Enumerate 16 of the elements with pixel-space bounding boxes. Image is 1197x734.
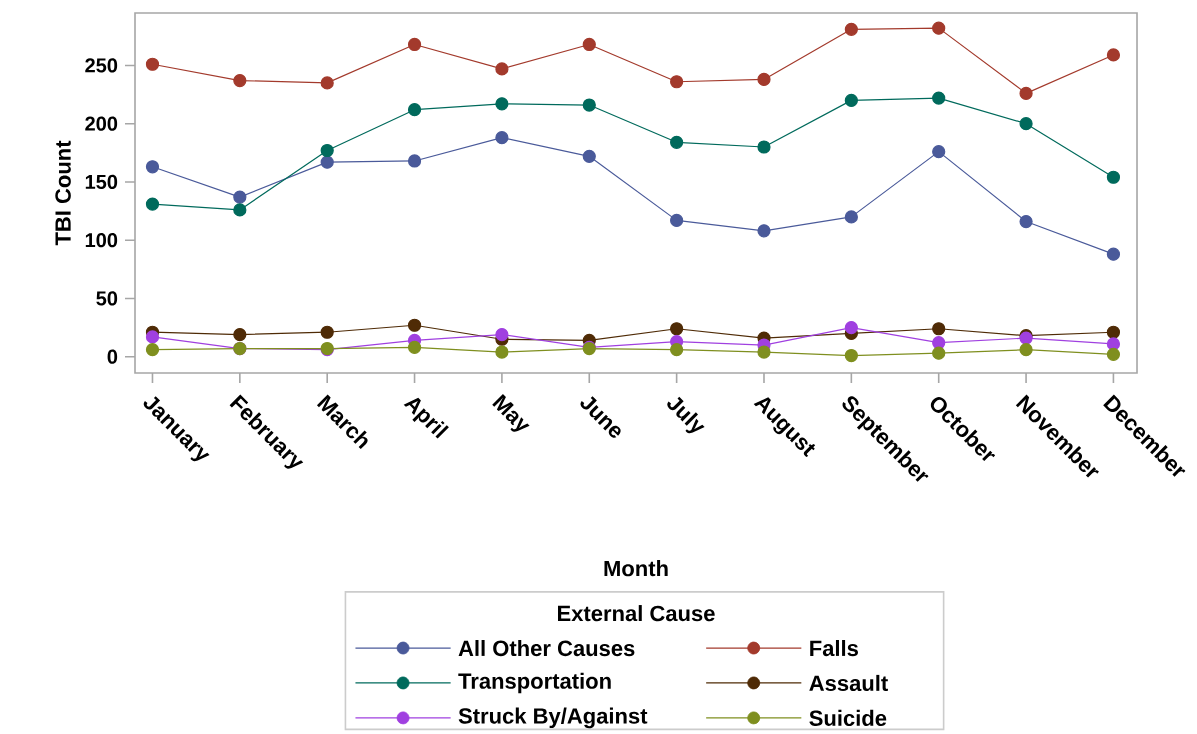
y-axis-title: TBI Count [55, 140, 71, 246]
legend-label: Transportation [458, 672, 611, 694]
x-tick-label: July [667, 396, 705, 434]
y-tick-label: 200 [85, 116, 118, 131]
legend-label: Struck By/Against [458, 707, 648, 729]
legend-label: Suicide [809, 709, 887, 726]
y-tick-label: 250 [85, 58, 118, 73]
legend-label: Assault [809, 674, 888, 692]
legend-label: Falls [810, 639, 858, 657]
legend-title: External Cause [558, 605, 715, 622]
y-tick-label: 100 [85, 233, 118, 248]
legend-label: All Other Causes [458, 639, 635, 657]
y-tick-label: 0 [107, 349, 118, 364]
x-axis-title: Month [604, 560, 668, 577]
y-tick-label: 50 [96, 291, 118, 306]
y-tick-label: 150 [85, 174, 118, 190]
